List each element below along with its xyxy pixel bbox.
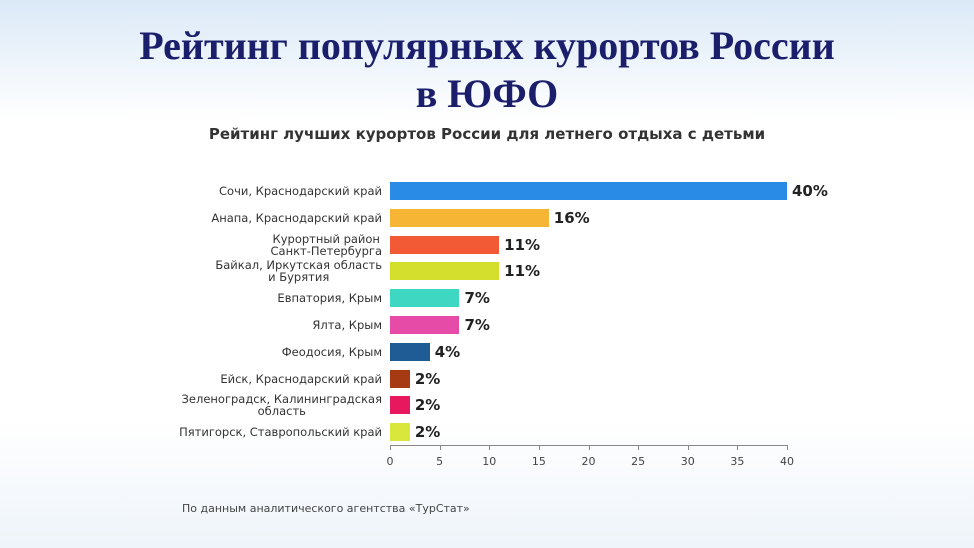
category-label: Пятигорск, Ставропольский край bbox=[179, 425, 382, 440]
x-tick-label: 20 bbox=[581, 455, 596, 468]
value-label: 40% bbox=[792, 182, 828, 200]
tick-mark bbox=[687, 445, 689, 450]
x-tick-label: 25 bbox=[631, 455, 646, 468]
bar bbox=[390, 235, 500, 254]
value-label: 7% bbox=[464, 316, 490, 334]
x-tick-label: 40 bbox=[780, 455, 794, 468]
value-label: 2% bbox=[414, 396, 441, 415]
chart-title: Рейтинг лучших курортов России для летне… bbox=[208, 125, 766, 143]
tick-mark bbox=[390, 445, 391, 450]
tick-mark bbox=[489, 445, 491, 450]
value-label: 11% bbox=[504, 235, 541, 254]
x-tick-label: 15 bbox=[531, 455, 546, 468]
x-tick-label: 30 bbox=[680, 455, 695, 468]
bar bbox=[390, 289, 460, 308]
category-label: Ейск, Краснодарский край bbox=[220, 371, 382, 386]
category-label: Ялта, Крым bbox=[312, 318, 382, 332]
category-label: Анапа, Краснодарский край bbox=[211, 210, 382, 225]
bar bbox=[390, 182, 787, 200]
source-note: По данным аналитического агентства «ТурС… bbox=[182, 502, 470, 515]
bar bbox=[390, 316, 460, 334]
category-label: Байкал, Иркутская область и Бурятия bbox=[215, 258, 382, 285]
bar bbox=[390, 342, 430, 361]
tick-mark bbox=[737, 445, 739, 450]
value-label: 2% bbox=[414, 369, 441, 388]
x-tick-label: 10 bbox=[482, 455, 497, 468]
category-label: Курортный район Санкт-Петербурга bbox=[270, 231, 382, 258]
category-label: Феодосия, Крым bbox=[281, 344, 382, 359]
x-tick-label: 0 bbox=[386, 455, 394, 468]
value-label: 16% bbox=[553, 208, 590, 227]
value-label: 2% bbox=[414, 423, 441, 442]
value-label: 7% bbox=[464, 289, 490, 308]
tick-mark bbox=[787, 445, 788, 450]
value-label: 11% bbox=[504, 262, 541, 281]
category-label: Евпатория, Крым bbox=[277, 291, 382, 306]
bar bbox=[390, 369, 410, 388]
slide-title: Рейтинг популярных курортов России в ЮФО bbox=[139, 23, 835, 116]
x-tick-label: 5 bbox=[436, 455, 444, 468]
bar bbox=[390, 396, 410, 415]
bar bbox=[390, 208, 549, 227]
value-label: 4% bbox=[434, 342, 461, 361]
bar bbox=[390, 262, 500, 281]
tick-mark bbox=[638, 445, 640, 450]
tick-mark bbox=[538, 445, 540, 450]
tick-mark bbox=[588, 445, 590, 450]
category-label: Зеленоградск, Калининградская область bbox=[181, 392, 382, 419]
bar bbox=[390, 423, 410, 442]
tick-mark bbox=[439, 445, 441, 450]
category-label: Сочи, Краснодарский край bbox=[219, 184, 382, 198]
x-tick-label: 35 bbox=[730, 455, 745, 468]
